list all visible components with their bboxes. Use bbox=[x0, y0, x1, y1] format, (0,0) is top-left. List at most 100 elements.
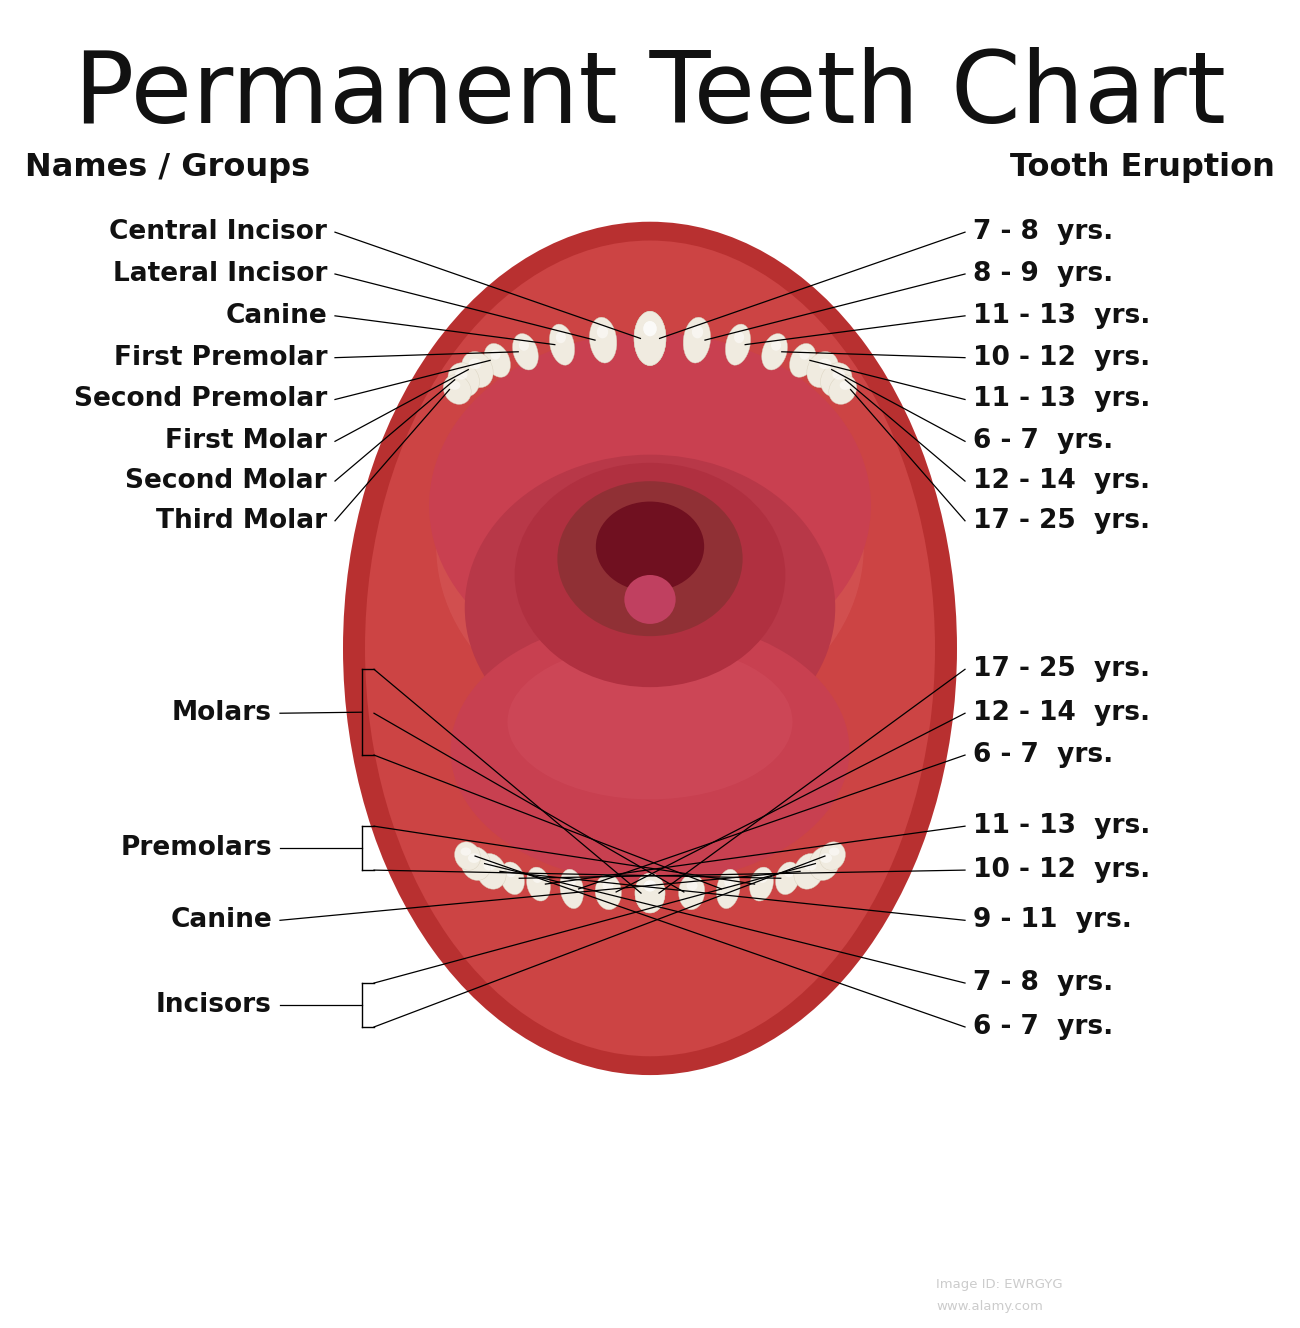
Ellipse shape bbox=[829, 374, 857, 404]
Ellipse shape bbox=[789, 344, 816, 377]
Text: First Premolar: First Premolar bbox=[113, 345, 328, 371]
Text: Names / Groups: Names / Groups bbox=[25, 151, 311, 183]
Text: Image ID: EWRGYG: Image ID: EWRGYG bbox=[936, 1279, 1062, 1291]
Text: 11 - 13  yrs.: 11 - 13 yrs. bbox=[972, 813, 1150, 839]
Ellipse shape bbox=[519, 340, 529, 351]
Ellipse shape bbox=[794, 854, 824, 890]
Ellipse shape bbox=[484, 861, 495, 870]
Ellipse shape bbox=[558, 481, 742, 636]
Ellipse shape bbox=[624, 575, 676, 624]
Ellipse shape bbox=[490, 349, 501, 360]
Ellipse shape bbox=[500, 862, 524, 895]
Text: 7 - 8  yrs.: 7 - 8 yrs. bbox=[972, 969, 1113, 996]
Ellipse shape bbox=[771, 340, 781, 351]
Text: 12 - 14  yrs.: 12 - 14 yrs. bbox=[972, 700, 1150, 726]
Ellipse shape bbox=[468, 854, 480, 863]
Text: Molars: Molars bbox=[172, 700, 272, 726]
Text: 6 - 7  yrs.: 6 - 7 yrs. bbox=[972, 742, 1113, 768]
Text: Premolars: Premolars bbox=[121, 835, 272, 861]
Text: 17 - 25  yrs.: 17 - 25 yrs. bbox=[972, 507, 1150, 534]
Ellipse shape bbox=[443, 374, 471, 404]
Ellipse shape bbox=[550, 324, 575, 365]
Text: 6 - 7  yrs.: 6 - 7 yrs. bbox=[972, 1015, 1113, 1040]
Ellipse shape bbox=[602, 880, 614, 891]
Ellipse shape bbox=[829, 847, 840, 855]
Ellipse shape bbox=[556, 332, 566, 343]
Ellipse shape bbox=[734, 332, 744, 343]
Ellipse shape bbox=[533, 874, 542, 883]
Ellipse shape bbox=[512, 333, 538, 371]
Ellipse shape bbox=[455, 369, 468, 380]
Ellipse shape bbox=[429, 332, 871, 679]
Text: 12 - 14  yrs.: 12 - 14 yrs. bbox=[972, 467, 1150, 494]
Ellipse shape bbox=[679, 874, 705, 910]
Ellipse shape bbox=[692, 325, 703, 339]
Ellipse shape bbox=[455, 842, 481, 870]
Ellipse shape bbox=[484, 344, 511, 377]
Text: Central Incisor: Central Incisor bbox=[109, 219, 328, 246]
Ellipse shape bbox=[506, 869, 516, 878]
Text: 10 - 12  yrs.: 10 - 12 yrs. bbox=[972, 345, 1150, 371]
Text: Second Premolar: Second Premolar bbox=[74, 386, 328, 413]
Ellipse shape bbox=[820, 854, 832, 863]
Ellipse shape bbox=[507, 644, 793, 799]
Text: Third Molar: Third Molar bbox=[156, 507, 328, 534]
Ellipse shape bbox=[462, 352, 493, 388]
Text: 17 - 25  yrs.: 17 - 25 yrs. bbox=[972, 656, 1150, 683]
Text: 11 - 13  yrs.: 11 - 13 yrs. bbox=[972, 303, 1150, 329]
Ellipse shape bbox=[515, 463, 785, 687]
Ellipse shape bbox=[644, 321, 656, 336]
Text: Canine: Canine bbox=[225, 303, 328, 329]
Ellipse shape bbox=[526, 867, 550, 900]
Ellipse shape bbox=[819, 842, 845, 870]
Ellipse shape bbox=[560, 870, 584, 908]
Ellipse shape bbox=[776, 862, 800, 895]
Ellipse shape bbox=[758, 874, 767, 883]
Ellipse shape bbox=[462, 847, 491, 880]
Ellipse shape bbox=[365, 240, 935, 1056]
Ellipse shape bbox=[595, 502, 705, 591]
Text: 10 - 12  yrs.: 10 - 12 yrs. bbox=[972, 857, 1150, 883]
Ellipse shape bbox=[809, 847, 838, 880]
Ellipse shape bbox=[800, 349, 810, 360]
Ellipse shape bbox=[819, 359, 831, 369]
Text: Permanent Teeth Chart: Permanent Teeth Chart bbox=[74, 46, 1226, 143]
Ellipse shape bbox=[840, 381, 850, 389]
Ellipse shape bbox=[595, 874, 621, 910]
Text: 6 - 7  yrs.: 6 - 7 yrs. bbox=[972, 429, 1113, 454]
Ellipse shape bbox=[465, 454, 835, 761]
Text: 9 - 11  yrs.: 9 - 11 yrs. bbox=[972, 907, 1132, 934]
Ellipse shape bbox=[784, 869, 794, 878]
Ellipse shape bbox=[450, 381, 460, 389]
Ellipse shape bbox=[807, 352, 838, 388]
Text: 8 - 9  yrs.: 8 - 9 yrs. bbox=[972, 262, 1113, 287]
Ellipse shape bbox=[451, 618, 849, 883]
Text: www.alamy.com: www.alamy.com bbox=[936, 1300, 1043, 1313]
Text: First Molar: First Molar bbox=[165, 429, 328, 454]
Ellipse shape bbox=[437, 363, 863, 730]
Ellipse shape bbox=[634, 874, 666, 912]
Ellipse shape bbox=[820, 363, 852, 397]
Ellipse shape bbox=[750, 867, 773, 900]
Text: 11 - 13  yrs.: 11 - 13 yrs. bbox=[972, 386, 1150, 413]
Ellipse shape bbox=[634, 311, 666, 365]
Ellipse shape bbox=[724, 876, 734, 887]
Ellipse shape bbox=[644, 880, 656, 891]
Ellipse shape bbox=[684, 317, 711, 363]
Ellipse shape bbox=[589, 317, 616, 363]
Ellipse shape bbox=[476, 854, 506, 890]
Ellipse shape bbox=[686, 880, 698, 891]
Ellipse shape bbox=[644, 880, 656, 891]
Text: Lateral Incisor: Lateral Incisor bbox=[113, 262, 328, 287]
Ellipse shape bbox=[469, 359, 481, 369]
Ellipse shape bbox=[460, 847, 471, 855]
Ellipse shape bbox=[566, 876, 576, 887]
Text: Canine: Canine bbox=[170, 907, 272, 934]
Ellipse shape bbox=[448, 363, 480, 397]
Ellipse shape bbox=[716, 870, 740, 908]
Ellipse shape bbox=[634, 311, 666, 365]
Ellipse shape bbox=[762, 333, 788, 371]
Text: Incisors: Incisors bbox=[156, 992, 272, 1019]
Text: 7 - 8  yrs.: 7 - 8 yrs. bbox=[972, 219, 1113, 246]
Ellipse shape bbox=[343, 222, 957, 1076]
